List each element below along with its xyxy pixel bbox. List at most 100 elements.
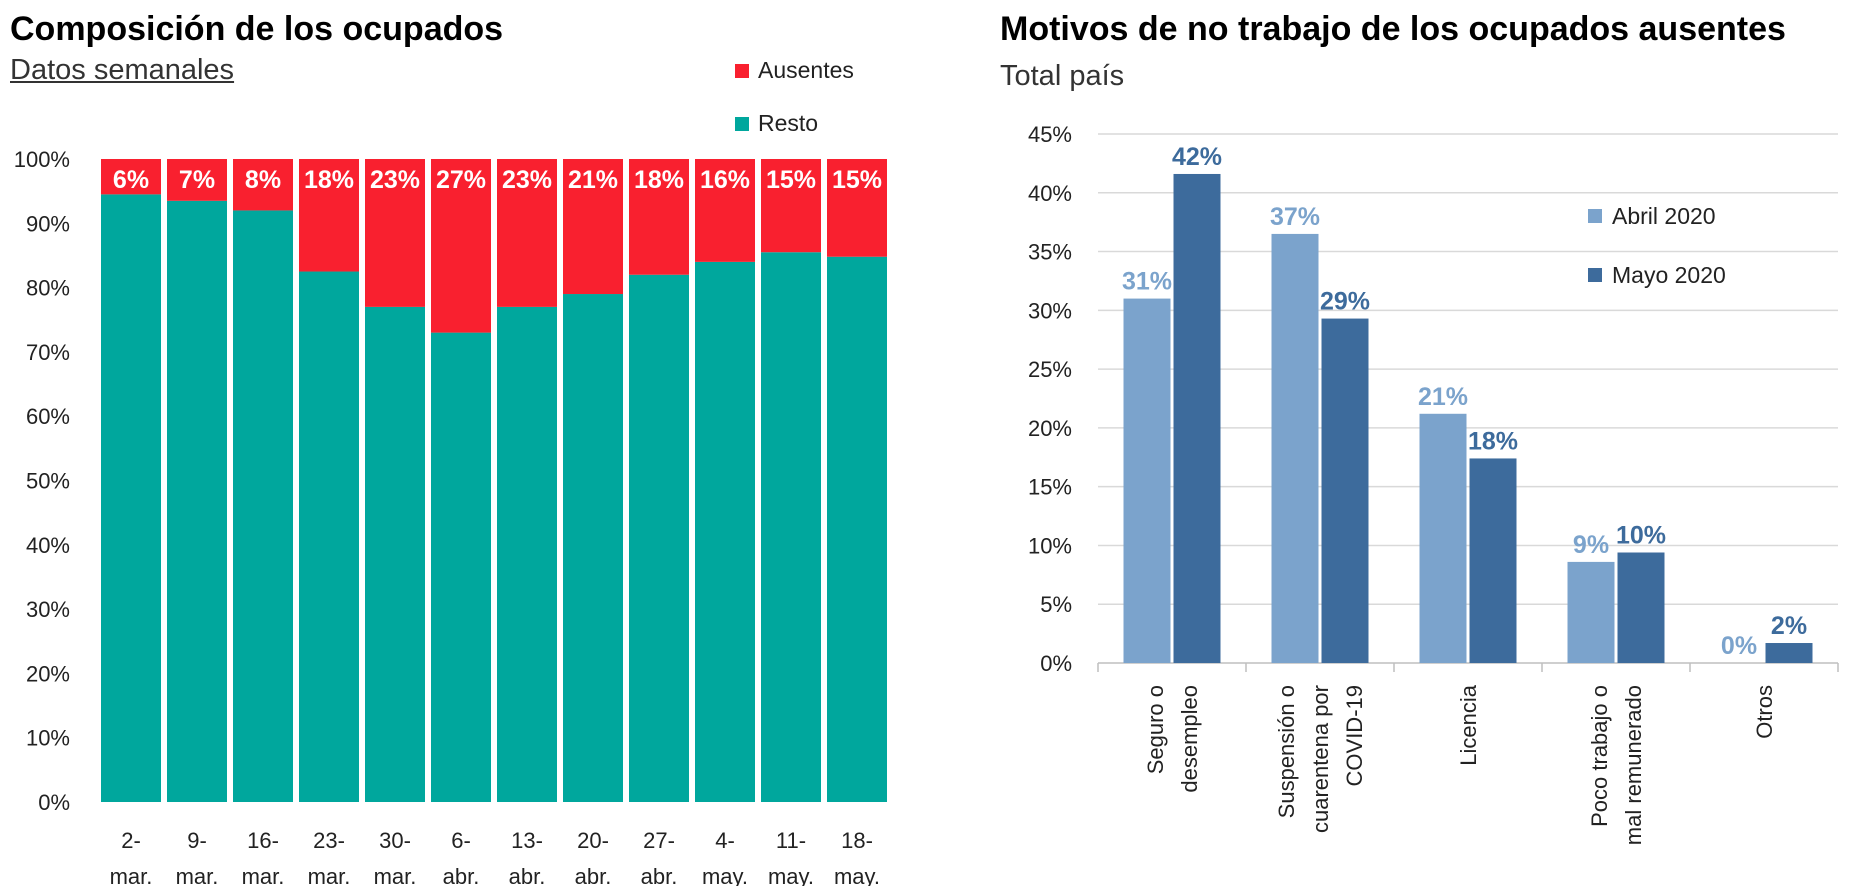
left-legend-swatch — [735, 64, 749, 78]
right-data-label: 21% — [1418, 383, 1468, 411]
right-legend-swatch — [1588, 209, 1602, 223]
bar-resto — [761, 252, 821, 803]
bar-abril — [1567, 561, 1615, 663]
ausentes-data-label: 23% — [502, 166, 552, 194]
bar-ausentes — [563, 159, 623, 295]
bar-abril — [1123, 298, 1171, 663]
left-x-tick-label: mar. — [110, 864, 153, 886]
right-x-tick-label: Seguro o — [1143, 685, 1168, 774]
bar-ausentes — [761, 159, 821, 253]
right-x-tick-label: mal remunerado — [1621, 685, 1646, 845]
left-y-tick-label: 40% — [26, 533, 70, 558]
ausentes-data-label: 16% — [700, 166, 750, 194]
right-data-label: 31% — [1122, 268, 1172, 296]
left-y-tick-label: 10% — [26, 726, 70, 751]
left-x-tick-label: may. — [702, 864, 748, 886]
right-y-tick-label: 10% — [1028, 533, 1072, 558]
left-x-tick-label: 20- — [577, 828, 609, 853]
ausentes-data-label: 8% — [245, 166, 281, 194]
left-x-tick-label: 11- — [776, 828, 806, 853]
left-y-tick-label: 20% — [26, 661, 70, 686]
bar-resto — [233, 210, 293, 802]
bar-ausentes — [101, 159, 161, 195]
left-x-tick-label: abr. — [509, 864, 546, 886]
right-y-tick-label: 45% — [1028, 122, 1072, 147]
bar-ausentes — [695, 159, 755, 262]
right-y-tick-label: 40% — [1028, 181, 1072, 206]
left-x-tick-label: 27- — [643, 828, 675, 853]
left-x-tick-label: abr. — [443, 864, 480, 886]
ausentes-data-label: 27% — [436, 166, 486, 194]
bar-resto — [365, 306, 425, 802]
bar-ausentes — [233, 159, 293, 211]
right-y-tick-label: 5% — [1040, 592, 1072, 617]
bar-ausentes — [167, 159, 227, 201]
right-y-tick-label: 30% — [1028, 298, 1072, 323]
bar-mayo — [1469, 458, 1517, 663]
left-y-tick-label: 80% — [26, 276, 70, 301]
right-data-label: 42% — [1172, 143, 1222, 171]
left-x-tick-label: mar. — [176, 864, 219, 886]
right-y-tick-label: 15% — [1028, 475, 1072, 500]
left-y-tick-label: 100% — [14, 147, 70, 172]
left-y-tick-label: 30% — [26, 597, 70, 622]
right-x-tick-label: Otros — [1752, 685, 1777, 739]
bar-ausentes — [299, 159, 359, 272]
bar-ausentes — [431, 159, 491, 333]
bar-mayo — [1765, 643, 1813, 663]
right-data-label: 37% — [1270, 203, 1320, 231]
ausentes-data-label: 21% — [568, 166, 618, 194]
right-data-label: 2% — [1771, 612, 1807, 640]
right-y-tick-label: 25% — [1028, 357, 1072, 382]
right-x-tick-label: desempleo — [1177, 685, 1202, 793]
ausentes-data-label: 7% — [179, 166, 215, 194]
ausentes-data-label: 18% — [634, 166, 684, 194]
right-data-label: 10% — [1616, 521, 1666, 549]
bar-resto — [167, 200, 227, 803]
left-chart-title: Composición de los ocupados — [10, 10, 504, 48]
bar-abril — [1271, 233, 1319, 663]
right-x-tick-label: cuarentena por — [1308, 685, 1333, 833]
left-x-tick-label: 30- — [379, 828, 411, 853]
right-y-tick-label: 20% — [1028, 416, 1072, 441]
bar-resto — [299, 271, 359, 802]
bar-mayo — [1173, 173, 1221, 664]
bar-resto — [431, 332, 491, 802]
left-y-tick-label: 50% — [26, 469, 70, 494]
bar-resto — [101, 194, 161, 803]
right-legend-swatch — [1588, 268, 1602, 282]
ausentes-data-label: 15% — [832, 166, 882, 194]
bar-ausentes — [497, 159, 557, 307]
left-x-tick-label: abr. — [641, 864, 678, 886]
bar-ausentes — [827, 159, 887, 257]
bar-ausentes — [365, 159, 425, 307]
left-x-tick-label: 23- — [313, 828, 345, 853]
left-x-tick-label: may. — [834, 864, 880, 886]
left-x-tick-label: mar. — [242, 864, 285, 886]
bar-resto — [497, 306, 557, 802]
right-data-label: 18% — [1468, 427, 1518, 455]
left-y-tick-label: 90% — [26, 211, 70, 236]
right-x-tick-label: Suspensión o — [1274, 685, 1299, 818]
left-x-tick-label: 4- — [715, 828, 735, 853]
ausentes-data-label: 18% — [304, 166, 354, 194]
bar-resto — [695, 261, 755, 802]
ausentes-data-label: 15% — [766, 166, 816, 194]
left-x-tick-label: 18- — [841, 828, 873, 853]
right-data-label: 9% — [1573, 531, 1609, 559]
left-x-tick-label: mar. — [308, 864, 351, 886]
bar-ausentes — [629, 159, 689, 275]
bar-resto — [563, 294, 623, 802]
left-x-tick-label: 2- — [121, 828, 141, 853]
bar-abril — [1419, 413, 1467, 663]
left-y-tick-label: 60% — [26, 404, 70, 429]
left-y-tick-label: 0% — [38, 790, 70, 815]
bar-mayo — [1617, 552, 1665, 663]
left-x-tick-label: abr. — [575, 864, 612, 886]
bar-resto — [629, 274, 689, 802]
right-x-tick-label: Licencia — [1456, 684, 1481, 765]
right-x-tick-label: COVID-19 — [1342, 685, 1367, 786]
left-legend-label: Resto — [758, 110, 818, 136]
right-y-tick-label: 35% — [1028, 240, 1072, 265]
right-data-label: 29% — [1320, 288, 1370, 316]
